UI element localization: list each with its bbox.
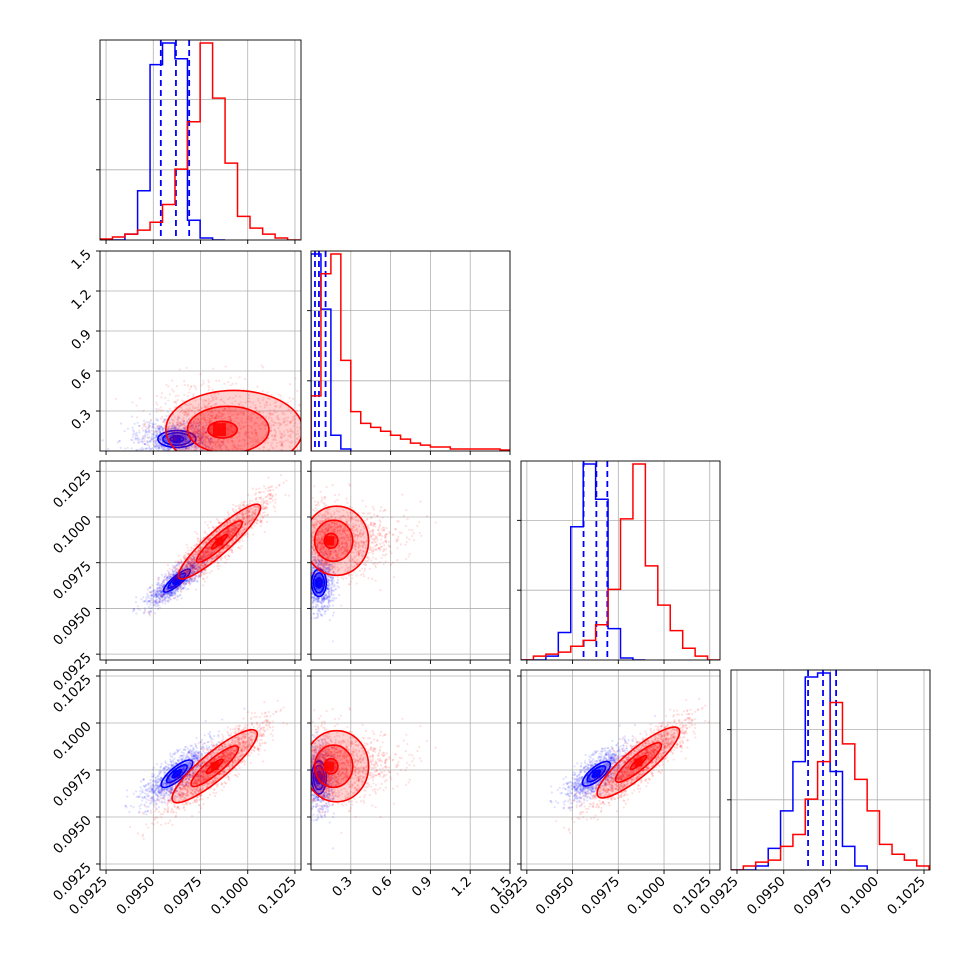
panel-1-1 — [307, 250, 511, 455]
histogram-series-0 — [311, 253, 352, 451]
histogram-series-1 — [521, 463, 720, 660]
x-tick-label: 0.1000 — [837, 874, 882, 919]
y-tick-label: 1.5 — [68, 247, 95, 274]
panel-2-1 — [307, 460, 511, 664]
x-tick-label: 0.0975 — [578, 874, 623, 919]
x-tick-label: 0.0950 — [113, 874, 158, 919]
histogram-series-1 — [311, 253, 510, 451]
y-tick-label: 0.0950 — [50, 813, 95, 858]
x-tick-label: 0.0975 — [791, 874, 836, 919]
panel-3-3: 0.0925 0.0950 0.0975 0.1000 0.1025 — [697, 669, 931, 919]
x-tick-label: 0.0975 — [161, 874, 206, 919]
x-tick-label: 0.6 — [369, 874, 396, 901]
y-tick-label: 0.0975 — [50, 558, 95, 603]
panel-2-2 — [517, 460, 721, 664]
y-tick-label: 0.1025 — [50, 467, 95, 512]
panel-0-0 — [96, 39, 302, 244]
density-peak — [324, 536, 335, 546]
panel-3-2: 0.0925 0.0950 0.0975 0.1000 0.1025 — [487, 669, 721, 919]
density-peak — [592, 769, 601, 778]
x-tick-label: 0.3 — [329, 874, 356, 901]
density-peak — [314, 578, 323, 587]
y-tick-label: 0.1000 — [50, 719, 95, 764]
y-tick-label: 1.2 — [68, 287, 95, 314]
contour-level-1 — [186, 405, 270, 451]
density-peak — [314, 773, 323, 782]
x-tick-label: 0.9 — [409, 874, 436, 901]
y-tick-label: 0.0975 — [50, 766, 95, 811]
x-tick-label: 1.2 — [449, 874, 476, 901]
panel-frame — [520, 460, 721, 661]
y-tick-label: 0.0950 — [50, 604, 95, 649]
x-tick-label: 0.1000 — [208, 874, 253, 919]
scatter-series-1 — [311, 483, 437, 607]
x-tick-label: 0.1025 — [255, 874, 300, 919]
y-tick-label: 0.3 — [68, 407, 95, 434]
histogram-series-1 — [731, 701, 930, 870]
x-tick-label: 0.0950 — [744, 874, 789, 919]
panel-3-0: 0.0925 0.0950 0.0975 0.1000 0.10250.09250.09… — [50, 669, 302, 919]
y-tick-label: 0.9 — [68, 327, 95, 354]
x-tick-label: 0.0950 — [533, 874, 578, 919]
density-peak — [324, 761, 335, 771]
density-peak — [634, 758, 643, 767]
density-peak — [210, 762, 219, 771]
density-peak — [215, 537, 224, 546]
y-tick-label: 0.1000 — [50, 512, 95, 557]
histogram-series-1 — [100, 42, 301, 240]
y-tick-label: 0.6 — [68, 367, 95, 394]
density-peak — [172, 769, 181, 778]
density-peak — [172, 435, 181, 443]
histogram-series-0 — [731, 672, 868, 870]
panel-frame — [310, 460, 511, 661]
x-tick-label: 0.1025 — [884, 874, 929, 919]
density-peak — [212, 423, 226, 437]
contour-level-0 — [311, 505, 370, 577]
panel-frame — [310, 250, 511, 452]
density-peak — [172, 576, 181, 585]
scatter-series-0 — [124, 707, 246, 816]
contour-level-0 — [311, 729, 370, 803]
panel-3-1: 0.3 0.6 0.9 1.2 1.5 — [307, 669, 515, 901]
x-tick-label: 0.1000 — [624, 874, 669, 919]
